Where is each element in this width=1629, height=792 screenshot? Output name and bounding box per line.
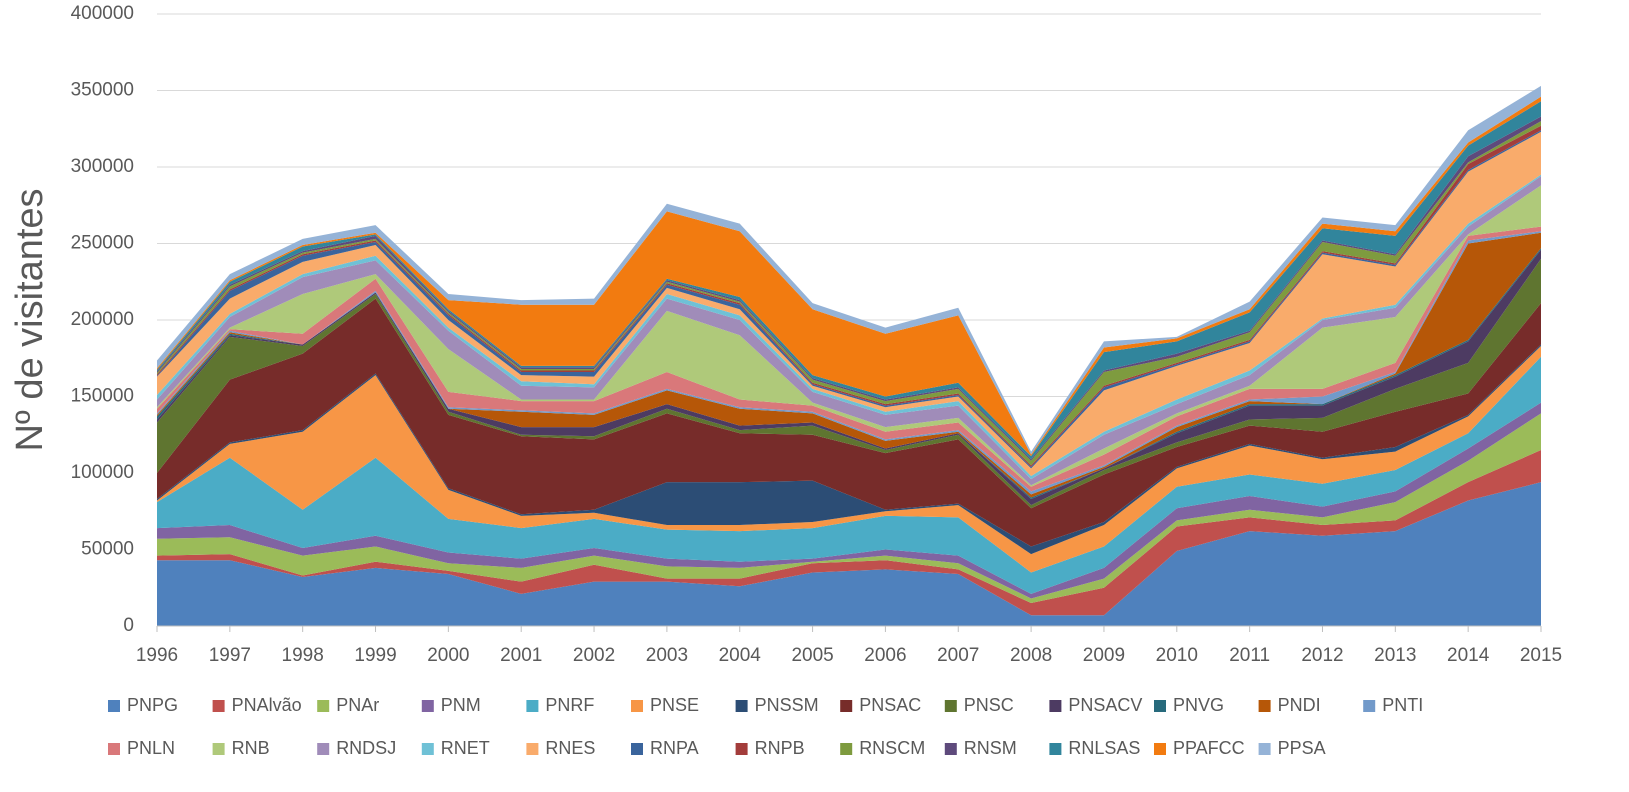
legend-swatch bbox=[317, 700, 330, 712]
legend-label: PNDI bbox=[1278, 695, 1321, 715]
legend-label: PNPG bbox=[127, 695, 178, 715]
legend-swatch bbox=[421, 700, 434, 712]
x-tick-label: 1996 bbox=[136, 645, 178, 666]
legend-label: PNTI bbox=[1382, 695, 1423, 715]
legend-swatch bbox=[1049, 700, 1062, 712]
y-tick-label: 50000 bbox=[81, 539, 134, 560]
legend-label: PNAr bbox=[336, 695, 379, 715]
legend-label: PPAFCC bbox=[1173, 738, 1245, 758]
legend-label: RNSM bbox=[964, 738, 1017, 758]
legend-swatch bbox=[1258, 743, 1271, 755]
area bbox=[157, 402, 1541, 599]
y-tick-label: 200000 bbox=[71, 309, 134, 330]
legend-label: RNLSAS bbox=[1068, 738, 1140, 758]
area bbox=[157, 176, 1541, 486]
x-tick-label: 2015 bbox=[1520, 645, 1562, 666]
legend-label: RNPA bbox=[650, 738, 699, 758]
legend-swatch bbox=[526, 700, 539, 712]
x-tick-label: 2000 bbox=[427, 645, 469, 666]
x-tick-label: 2002 bbox=[573, 645, 615, 666]
legend-label: RNET bbox=[441, 738, 490, 758]
legend-label: PNLN bbox=[127, 738, 175, 758]
legend-label: PPSA bbox=[1278, 738, 1326, 758]
x-tick-label: 2014 bbox=[1447, 645, 1490, 666]
x-tick-label: 2013 bbox=[1374, 645, 1416, 666]
legend-swatch bbox=[735, 743, 748, 755]
y-tick-label: 150000 bbox=[71, 386, 134, 407]
legend-swatch bbox=[212, 700, 225, 712]
area bbox=[157, 344, 1541, 555]
x-tick-label: 2011 bbox=[1229, 645, 1270, 666]
y-tick-label: 100000 bbox=[71, 462, 134, 483]
x-tick-label: 2008 bbox=[1010, 645, 1052, 666]
legend-label: PNSACV bbox=[1068, 695, 1142, 715]
area bbox=[157, 346, 1541, 573]
y-tick-label: 400000 bbox=[71, 3, 134, 24]
x-tick-label: 2012 bbox=[1301, 645, 1343, 666]
legend-label: PNSAC bbox=[859, 695, 921, 715]
legend-swatch bbox=[108, 743, 120, 755]
legend-swatch bbox=[840, 700, 853, 712]
x-tick-label: 2005 bbox=[791, 645, 833, 666]
x-tick-label: 1999 bbox=[354, 645, 396, 666]
x-tick-label: 1997 bbox=[209, 645, 251, 666]
legend-swatch bbox=[1154, 700, 1166, 712]
y-axis-title: Nº de visitantes bbox=[9, 188, 51, 451]
legend-swatch bbox=[421, 743, 434, 755]
legend-swatch bbox=[317, 743, 330, 755]
area bbox=[157, 482, 1541, 626]
legend-swatch bbox=[631, 743, 643, 755]
legend-label: PNSC bbox=[964, 695, 1014, 715]
area bbox=[157, 96, 1541, 457]
legend-swatch bbox=[212, 743, 225, 755]
area bbox=[157, 131, 1541, 477]
legend-swatch bbox=[1154, 743, 1166, 755]
legend-label: PNRF bbox=[545, 695, 594, 715]
legend-swatch bbox=[840, 743, 853, 755]
legend-label: RNDSJ bbox=[336, 738, 396, 758]
legend-label: RNSCM bbox=[859, 738, 925, 758]
area bbox=[157, 101, 1541, 460]
area bbox=[157, 185, 1541, 487]
y-tick-label: 350000 bbox=[71, 80, 134, 101]
legend-label: PNSE bbox=[650, 695, 699, 715]
x-tick-label: 2004 bbox=[719, 645, 762, 666]
area bbox=[157, 298, 1541, 547]
legend-swatch bbox=[1258, 700, 1271, 712]
legend-label: PNAlvão bbox=[232, 695, 302, 715]
legend-label: RNB bbox=[232, 738, 270, 758]
x-tick-label: 1998 bbox=[282, 645, 324, 666]
x-tick-label: 2009 bbox=[1083, 645, 1125, 666]
legend-swatch bbox=[944, 700, 957, 712]
legend-label: RNPB bbox=[755, 738, 805, 758]
x-tick-label: 2007 bbox=[937, 645, 979, 666]
legend-swatch bbox=[1049, 743, 1062, 755]
legend-swatch bbox=[526, 743, 539, 755]
x-tick-label: 2010 bbox=[1156, 645, 1198, 666]
legend-swatch bbox=[108, 700, 120, 712]
legend-label: PNVG bbox=[1173, 695, 1224, 715]
legend-label: RNES bbox=[545, 738, 595, 758]
legend-swatch bbox=[1363, 700, 1376, 712]
legend-label: PNM bbox=[441, 695, 481, 715]
y-tick-label: 300000 bbox=[71, 156, 134, 177]
x-tick-label: 2003 bbox=[646, 645, 688, 666]
y-tick-label: 0 bbox=[123, 615, 134, 636]
x-tick-label: 2001 bbox=[500, 645, 542, 666]
y-tick-label: 250000 bbox=[71, 233, 134, 254]
area bbox=[157, 356, 1541, 594]
legend-swatch bbox=[944, 743, 957, 755]
legend-swatch bbox=[735, 700, 748, 712]
x-tick-label: 2006 bbox=[864, 645, 906, 666]
legend-swatch bbox=[631, 700, 643, 712]
legend-label: PNSSM bbox=[755, 695, 819, 715]
